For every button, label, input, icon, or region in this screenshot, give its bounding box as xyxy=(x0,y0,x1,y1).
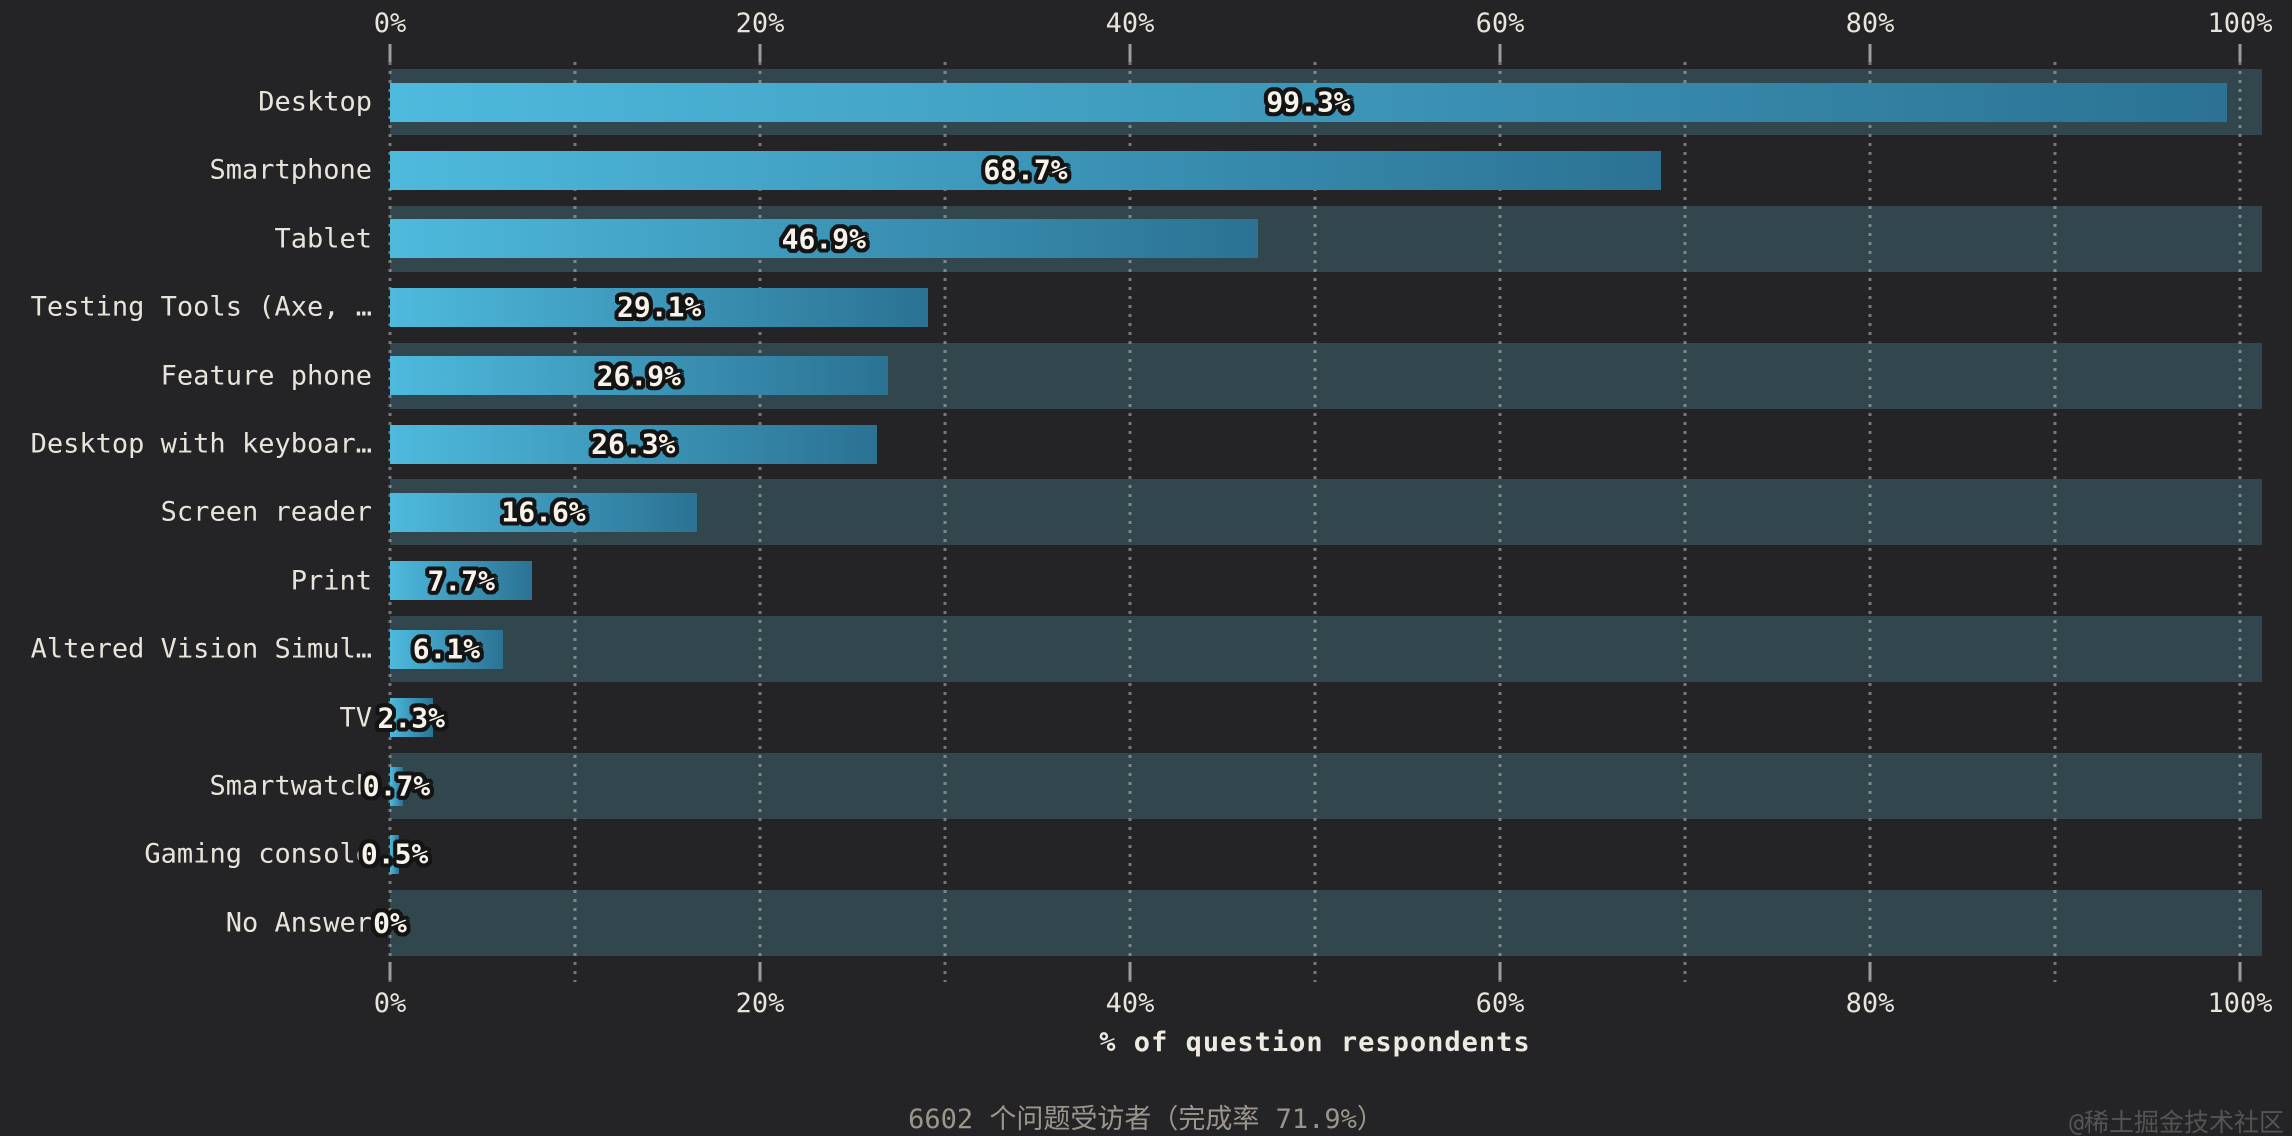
y-axis-labels: Desktop Smartphone Tablet Testing Tools (Ax… xyxy=(0,0,376,1136)
value-label: 0% xyxy=(373,906,407,940)
value-label: 16.6% xyxy=(501,495,586,529)
bar-smartwatch[interactable] xyxy=(390,766,403,806)
category-label: Feature phone xyxy=(160,360,372,392)
tick-mark-80 xyxy=(1868,44,1872,62)
tick-mark-100 xyxy=(2238,44,2242,62)
value-label: 46.9% xyxy=(781,222,866,256)
watermark: @稀土掘金技术社区 xyxy=(2068,1108,2284,1136)
value-label: 68.7% xyxy=(983,153,1068,187)
tick-mark-80 xyxy=(1868,962,1872,980)
category-label: Print xyxy=(290,565,372,597)
tick-label-40: 40% xyxy=(1105,988,1155,1019)
gridline-40 xyxy=(1128,62,1132,982)
bar-altered-vision-simul-[interactable] xyxy=(390,629,503,669)
category-label: TV xyxy=(339,702,372,734)
tick-mark-100 xyxy=(2238,962,2242,980)
category-label: Altered Vision Simul… xyxy=(30,633,372,665)
value-label: 0.5% xyxy=(360,837,429,871)
row-band xyxy=(390,616,2262,683)
tick-label-80: 80% xyxy=(1845,8,1895,39)
bar-feature-phone[interactable] xyxy=(390,356,888,396)
bar-desktop[interactable] xyxy=(390,82,2228,122)
bar-testing-tools-axe-[interactable] xyxy=(390,287,929,327)
gridline-100 xyxy=(2238,62,2242,982)
tick-label-60: 60% xyxy=(1475,8,1525,39)
tick-mark-60 xyxy=(1498,962,1502,980)
tick-label-20: 20% xyxy=(735,8,785,39)
plot-area: 99.3% 68.7% 46.9% 29.1% 26.9% 26.3% 16.6% 7.7% 6… xyxy=(361,0,2242,1136)
tick-mark-40 xyxy=(1128,44,1132,62)
gridline-70 xyxy=(1683,62,1687,982)
tick-mark-0 xyxy=(388,44,392,62)
bar-tablet[interactable] xyxy=(390,219,1258,259)
category-label: Desktop with keyboar… xyxy=(30,428,372,460)
tick-label-0: 0% xyxy=(373,988,407,1019)
tick-label-60: 60% xyxy=(1475,988,1525,1019)
row-band xyxy=(390,889,2262,956)
category-label: Screen reader xyxy=(160,496,372,528)
row-bands-layer xyxy=(390,0,2262,1136)
tick-mark-40 xyxy=(1128,962,1132,980)
tick-mark-0 xyxy=(388,962,392,980)
gridline-80 xyxy=(1868,62,1872,982)
footer-note: 6602 个问题受访者（完成率 71.9%） xyxy=(908,1104,1384,1135)
bar-smartphone[interactable] xyxy=(390,150,1661,190)
gridline-50 xyxy=(1313,62,1317,982)
category-label: Desktop xyxy=(258,86,372,118)
tick-mark-20 xyxy=(758,962,762,980)
tick-label-100: 100% xyxy=(2207,988,2273,1019)
category-label: Tablet xyxy=(274,223,372,255)
x-axis-title: % of question respondents xyxy=(1099,1027,1531,1058)
gridline-60 xyxy=(1498,62,1502,982)
row-band xyxy=(390,479,2262,546)
category-label: Smartphone xyxy=(209,154,372,186)
tick-label-100: 100% xyxy=(2207,8,2273,39)
category-label: Gaming console xyxy=(144,838,372,870)
category-label: No Answer xyxy=(225,907,372,939)
tick-label-20: 20% xyxy=(735,988,785,1019)
bar-screen-reader[interactable] xyxy=(390,492,698,532)
bar-desktop-with-keyboar-[interactable] xyxy=(390,424,877,464)
value-label: 26.9% xyxy=(596,359,681,393)
row-band xyxy=(390,753,2262,819)
bar-print[interactable] xyxy=(390,561,533,601)
bar-gaming-console[interactable] xyxy=(390,834,400,874)
tick-label-0: 0% xyxy=(373,8,407,39)
tick-label-80: 80% xyxy=(1845,988,1895,1019)
value-label: 6.1% xyxy=(412,632,481,666)
value-label: 26.3% xyxy=(591,427,676,461)
value-label: 29.1% xyxy=(617,290,702,324)
value-label: 7.7% xyxy=(427,564,495,598)
category-label: Testing Tools (Axe, … xyxy=(30,291,372,323)
value-label: 2.3% xyxy=(377,701,445,735)
gridline-20 xyxy=(758,62,762,982)
gridline-90 xyxy=(2053,62,2057,982)
tick-label-40: 40% xyxy=(1105,8,1155,39)
category-label: Smartwatch xyxy=(209,770,372,802)
tick-mark-20 xyxy=(758,44,762,62)
tick-mark-60 xyxy=(1498,44,1502,62)
gridline-30 xyxy=(943,62,947,982)
value-label: 0.7% xyxy=(362,769,431,803)
bar-tv[interactable] xyxy=(390,698,433,738)
value-label: 99.3% xyxy=(1266,85,1351,119)
